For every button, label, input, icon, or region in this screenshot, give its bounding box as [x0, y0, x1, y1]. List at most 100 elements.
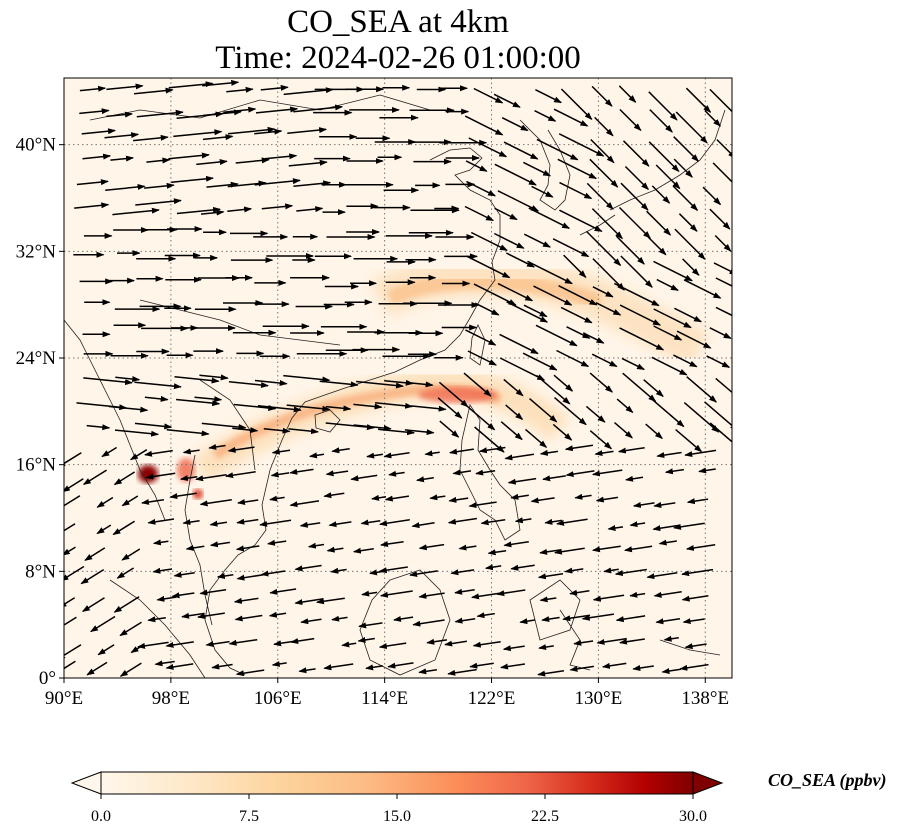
wind-arrow	[182, 519, 200, 526]
wind-arrow	[379, 519, 410, 527]
wind-arrow	[227, 206, 253, 213]
coastline-segment	[199, 379, 256, 471]
wind-arrow	[227, 180, 267, 188]
wind-arrow	[264, 153, 298, 160]
wind-arrow	[378, 642, 407, 650]
wind-arrow	[619, 108, 642, 132]
wind-arrow	[510, 493, 529, 500]
wind-arrow	[76, 179, 109, 186]
wind-arrow	[709, 88, 732, 113]
wind-arrow	[497, 190, 540, 212]
wind-arrow	[480, 518, 506, 526]
wind-arrow	[134, 422, 173, 430]
wind-arrow	[411, 522, 435, 529]
wind-arrow	[646, 571, 678, 580]
wind-arrow	[463, 372, 492, 397]
wind-arrow	[133, 134, 169, 142]
wind-arrow	[655, 164, 681, 190]
wind-arrow	[582, 332, 605, 344]
wind-arrow	[316, 597, 345, 605]
wind-arrow	[387, 662, 414, 669]
wind-arrow	[709, 422, 732, 443]
wind-arrow	[288, 159, 328, 167]
wind-arrow	[105, 184, 146, 191]
wind-arrow	[646, 210, 672, 236]
y-tick-label: 32°N	[16, 241, 57, 262]
coastline-segment	[429, 147, 501, 240]
wind-arrow	[235, 545, 260, 552]
wind-arrow	[601, 662, 627, 669]
wind-arrow	[500, 421, 523, 441]
wind-arrow	[622, 372, 657, 402]
wind-arrow	[702, 186, 722, 206]
wind-arrow	[283, 87, 334, 96]
wind-arrow	[589, 372, 613, 393]
wind-arrow	[652, 399, 685, 428]
wind-arrow	[366, 452, 384, 459]
wind-arrow	[330, 567, 347, 574]
wind-arrow	[538, 644, 554, 651]
wind-arrow	[470, 231, 508, 251]
wind-arrow	[557, 158, 597, 180]
wind-arrow	[325, 405, 352, 412]
wind-arrow	[564, 567, 584, 574]
wind-arrow	[552, 423, 573, 441]
wind-arrow	[194, 396, 223, 403]
wind-arrow	[581, 613, 615, 621]
wind-arrow	[257, 405, 302, 413]
wind-arrow	[388, 470, 405, 477]
wind-arrow	[607, 525, 624, 531]
wind-arrow	[288, 428, 319, 435]
wind-arrow	[645, 423, 663, 440]
wind-arrow	[137, 641, 169, 649]
wind-arrow	[444, 640, 468, 647]
wind-arrow	[449, 448, 474, 455]
wind-arrow	[648, 141, 680, 173]
wind-arrow	[255, 106, 299, 114]
wind-arrow	[673, 136, 700, 162]
wind-arrow	[534, 110, 557, 122]
wind-arrow	[661, 668, 682, 674]
wind-arrow	[81, 128, 116, 135]
wind-arrow	[199, 498, 232, 507]
wind-arrow	[494, 207, 518, 221]
wind-arrow	[675, 429, 703, 453]
wind-arrow	[350, 474, 378, 482]
wind-arrow	[254, 178, 301, 186]
wind-arrow	[290, 637, 315, 645]
wind-arrow	[74, 202, 110, 209]
wind-arrow	[560, 306, 593, 324]
wind-arrow	[268, 611, 287, 618]
wind-arrow	[135, 198, 182, 206]
wind-arrow	[199, 588, 227, 596]
wind-arrow	[378, 566, 408, 574]
wind-arrow	[86, 424, 111, 431]
wind-arrow	[615, 235, 645, 265]
wind-arrow	[82, 153, 112, 160]
wind-arrow	[269, 588, 297, 595]
wind-arrow	[331, 615, 348, 622]
wind-arrow	[712, 162, 732, 183]
wind-arrow	[261, 203, 294, 210]
wind-arrow	[325, 422, 375, 431]
wind-arrow	[499, 333, 539, 355]
wind-arrow	[144, 395, 169, 402]
wind-arrow	[673, 522, 705, 530]
wind-arrow	[559, 181, 593, 200]
wind-arrow	[108, 405, 149, 413]
wind-arrow	[319, 380, 359, 388]
wind-arrow	[647, 236, 667, 256]
wind-arrow	[484, 564, 502, 571]
wind-arrow	[173, 571, 195, 578]
wind-arrow	[552, 238, 590, 258]
wind-arrow	[383, 451, 410, 459]
coastline-segment	[204, 554, 246, 676]
wind-arrow	[462, 402, 496, 431]
wind-arrow	[410, 405, 447, 412]
wind-arrow	[585, 230, 622, 267]
wind-arrow	[629, 521, 646, 528]
wind-arrow	[497, 282, 534, 302]
wind-arrow	[655, 617, 681, 625]
wind-arrow	[653, 308, 692, 329]
wind-arrow	[672, 185, 699, 212]
